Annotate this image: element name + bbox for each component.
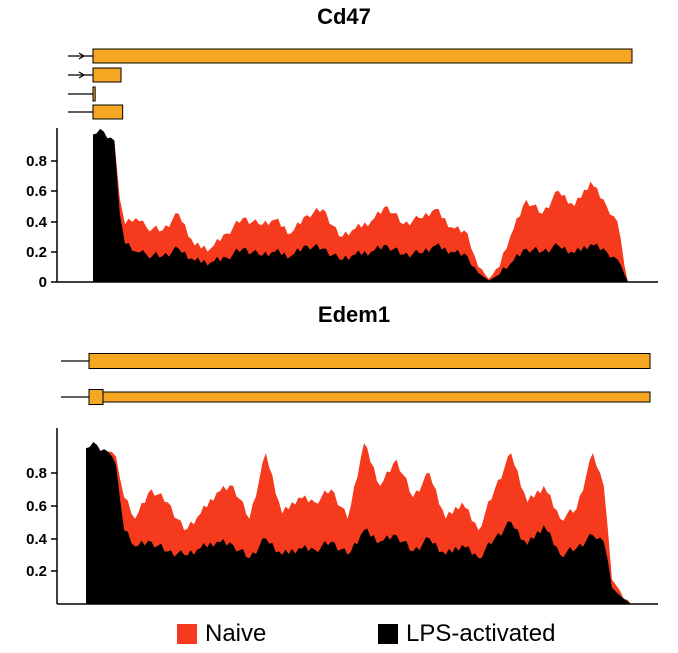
y-tick-label: 0.8 xyxy=(26,465,47,482)
coverage-area-lps xyxy=(86,442,631,604)
legend-label-naive: Naive xyxy=(205,620,267,647)
chart-panel-cd47: 0 0.2 0.4 0.6 0.8 xyxy=(26,48,658,291)
exon-block xyxy=(92,86,96,102)
legend-swatch-lps xyxy=(378,624,398,644)
exon-block xyxy=(92,67,122,83)
exon-block xyxy=(88,389,104,405)
exon-block xyxy=(102,391,651,403)
legend-label-lps: LPS-activated xyxy=(406,620,556,647)
legend-swatch-naive xyxy=(177,624,197,644)
chart-title-edem1: Edem1 xyxy=(317,302,391,327)
gene-transcript xyxy=(68,104,124,120)
gene-transcript xyxy=(68,86,96,102)
y-tick-label: 0.4 xyxy=(26,214,48,231)
y-tick-label: 0.8 xyxy=(26,153,47,170)
y-tick-label: 0.6 xyxy=(26,498,47,515)
gene-transcript xyxy=(68,48,633,64)
y-tick-label: 0.2 xyxy=(26,563,47,580)
exon-block xyxy=(88,353,651,369)
chart-panel-edem1: 0.2 0.4 0.6 0.8 xyxy=(26,353,658,605)
gene-transcript xyxy=(68,67,122,83)
y-tick-label: 0.6 xyxy=(26,183,47,200)
coverage-area-naive xyxy=(93,128,628,282)
legend-item-naive: Naive xyxy=(177,620,266,648)
y-tick-label: 0.4 xyxy=(26,531,48,548)
exon-block xyxy=(92,48,633,64)
transcript-direction-arrow xyxy=(78,52,86,60)
gene-transcript xyxy=(61,389,651,405)
coverage-area-lps xyxy=(93,128,628,282)
gene-transcript xyxy=(61,353,651,369)
legend-item-lps: LPS-activated xyxy=(378,620,555,648)
transcript-direction-arrow xyxy=(78,71,86,79)
y-tick-label: 0 xyxy=(39,274,47,291)
exon-block xyxy=(92,104,124,120)
chart-title-cd47: Cd47 xyxy=(317,4,371,29)
y-tick-label: 0.2 xyxy=(26,244,47,261)
